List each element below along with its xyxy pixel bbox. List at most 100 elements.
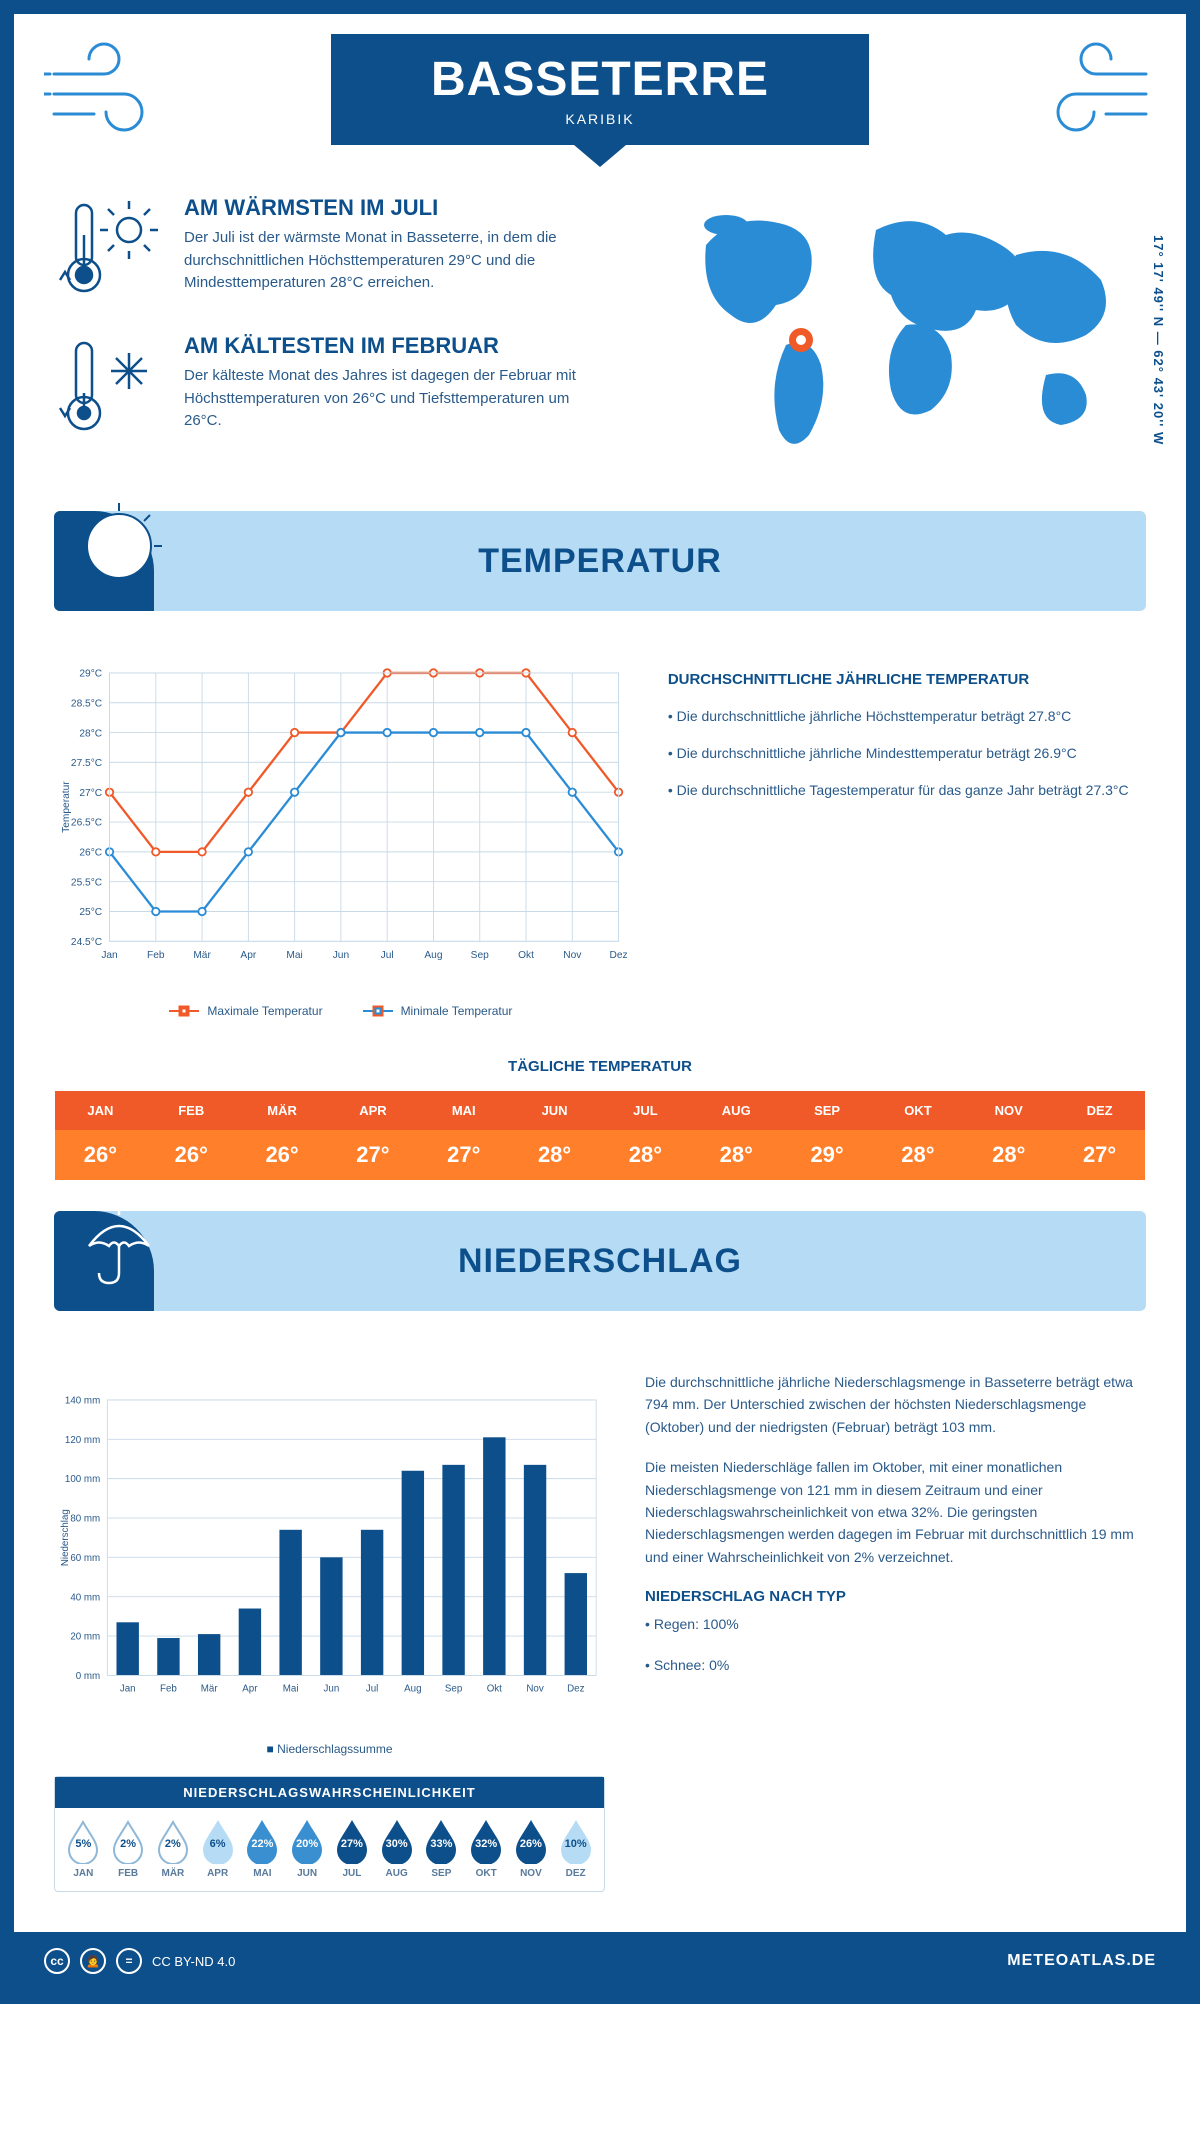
raindrop-icon: 22% [244, 1820, 280, 1864]
prob-cell: 6% APR [195, 1820, 240, 1879]
daily-month: AUG [691, 1091, 782, 1130]
svg-text:24.5°C: 24.5°C [71, 937, 102, 948]
prob-cell: 30% AUG [374, 1820, 419, 1879]
svg-text:60 mm: 60 mm [70, 1553, 100, 1564]
daily-month: APR [328, 1091, 419, 1130]
raindrop-icon: 27% [334, 1820, 370, 1864]
svg-text:Okt: Okt [518, 950, 534, 961]
page-footer: cc 🙍 = CC BY-ND 4.0 METEOATLAS.DE [14, 1932, 1186, 1990]
temp-legend: .lg-line:nth-child(1)::before{border-col… [54, 1004, 628, 1018]
svg-text:Dez: Dez [567, 1683, 584, 1694]
precipitation-probability-box: NIEDERSCHLAGSWAHRSCHEINLICHKEIT 5% JAN 2… [54, 1776, 605, 1892]
svg-text:Apr: Apr [242, 1683, 258, 1694]
daily-value: 29° [782, 1130, 873, 1180]
precip-legend: Niederschlagssumme [54, 1742, 605, 1756]
svg-text:Feb: Feb [160, 1683, 177, 1694]
umbrella-section-icon [74, 1201, 164, 1291]
daily-month: DEZ [1054, 1091, 1145, 1130]
raindrop-icon: 30% [379, 1820, 415, 1864]
daily-value: 27° [1054, 1130, 1145, 1180]
by-icon: 🙍 [80, 1948, 106, 1974]
daily-value: 28° [600, 1130, 691, 1180]
fact-cold-title: AM KÄLTESTEN IM FEBRUAR [184, 333, 584, 359]
prob-cell: 5% JAN [61, 1820, 106, 1879]
legend-min: Minimale Temperatur [401, 1004, 513, 1018]
fact-cold-text: Der kälteste Monat des Jahres ist dagege… [184, 365, 584, 433]
temp-info-title: DURCHSCHNITTLICHE JÄHRLICHE TEMPERATUR [668, 671, 1146, 688]
svg-text:Mär: Mär [193, 950, 211, 961]
daily-value: 28° [691, 1130, 782, 1180]
raindrop-icon: 33% [423, 1820, 459, 1864]
svg-text:Temperatur: Temperatur [61, 781, 72, 833]
site-name: METEOATLAS.DE [1007, 1952, 1156, 1970]
page-header: BASSETERRE KARIBIK [14, 14, 1186, 145]
prob-cell: 27% JUL [330, 1820, 375, 1879]
world-map [666, 195, 1146, 465]
daily-month: MÄR [237, 1091, 328, 1130]
svg-text:Aug: Aug [404, 1683, 421, 1694]
temp-bullet-2: • Die durchschnittliche Tagestemperatur … [668, 780, 1146, 801]
prob-title: NIEDERSCHLAGSWAHRSCHEINLICHKEIT [55, 1777, 604, 1808]
precip-para-1: Die meisten Niederschläge fallen im Okto… [645, 1456, 1146, 1568]
svg-text:100 mm: 100 mm [65, 1474, 100, 1485]
daily-temp-title: TÄGLICHE TEMPERATUR [14, 1058, 1186, 1075]
daily-month: JAN [55, 1091, 146, 1130]
svg-text:25.5°C: 25.5°C [71, 877, 102, 888]
svg-text:Jun: Jun [333, 950, 349, 961]
cc-icon: cc [44, 1948, 70, 1974]
prob-cell: 10% DEZ [553, 1820, 598, 1879]
nd-icon: = [116, 1948, 142, 1974]
daily-value: 27° [418, 1130, 509, 1180]
daily-month: FEB [146, 1091, 237, 1130]
daily-value: 26° [237, 1130, 328, 1180]
raindrop-icon: 20% [289, 1820, 325, 1864]
svg-text:Mär: Mär [201, 1683, 219, 1694]
coordinates: 17° 17' 49'' N — 62° 43' 20'' W [1151, 235, 1166, 445]
daily-month: MAI [418, 1091, 509, 1130]
svg-text:0 mm: 0 mm [76, 1671, 100, 1682]
svg-text:Jul: Jul [366, 1683, 378, 1694]
raindrop-icon: 2% [155, 1820, 191, 1864]
svg-text:28°C: 28°C [79, 728, 102, 739]
section-header-temperature: TEMPERATUR [54, 511, 1146, 611]
fact-warm-title: AM WÄRMSTEN IM JULI [184, 195, 584, 221]
svg-text:27.5°C: 27.5°C [71, 758, 102, 769]
page-subtitle: KARIBIK [431, 111, 769, 127]
thermometer-sun-icon [54, 195, 164, 305]
svg-text:27°C: 27°C [79, 788, 102, 799]
raindrop-icon: 5% [65, 1820, 101, 1864]
raindrop-icon: 2% [110, 1820, 146, 1864]
svg-text:Nov: Nov [526, 1683, 543, 1694]
legend-max: Maximale Temperatur [207, 1004, 322, 1018]
svg-text:40 mm: 40 mm [70, 1592, 100, 1603]
sun-section-icon [74, 501, 164, 591]
wind-icon-left [44, 34, 184, 144]
svg-text:Jul: Jul [381, 950, 394, 961]
thermometer-snow-icon [54, 333, 164, 443]
svg-text:Sep: Sep [471, 950, 489, 961]
raindrop-icon: 26% [513, 1820, 549, 1864]
svg-text:Niederschlag: Niederschlag [60, 1509, 71, 1566]
svg-text:Jun: Jun [324, 1683, 340, 1694]
svg-text:Mai: Mai [286, 950, 302, 961]
svg-text:Jan: Jan [101, 950, 117, 961]
precip-type-0: • Regen: 100% [645, 1613, 1146, 1635]
daily-month: JUL [600, 1091, 691, 1130]
daily-month: NOV [963, 1091, 1054, 1130]
raindrop-icon: 10% [558, 1820, 594, 1864]
daily-value: 28° [873, 1130, 964, 1180]
svg-text:80 mm: 80 mm [70, 1514, 100, 1525]
precipitation-bar-chart: 0 mm20 mm40 mm60 mm80 mm100 mm120 mm140 … [54, 1371, 605, 1731]
title-banner: BASSETERRE KARIBIK [331, 34, 869, 145]
precipitation-title: NIEDERSCHLAG [154, 1242, 1146, 1281]
prob-cell: 20% JUN [285, 1820, 330, 1879]
prob-cell: 26% NOV [509, 1820, 554, 1879]
daily-value: 28° [963, 1130, 1054, 1180]
svg-text:Sep: Sep [445, 1683, 463, 1694]
temp-bullet-1: • Die durchschnittliche jährliche Mindes… [668, 743, 1146, 764]
svg-text:20 mm: 20 mm [70, 1632, 100, 1643]
svg-text:Jan: Jan [120, 1683, 136, 1694]
svg-text:140 mm: 140 mm [65, 1395, 100, 1406]
page-title: BASSETERRE [431, 52, 769, 107]
precip-type-title: NIEDERSCHLAG NACH TYP [645, 1588, 1146, 1605]
